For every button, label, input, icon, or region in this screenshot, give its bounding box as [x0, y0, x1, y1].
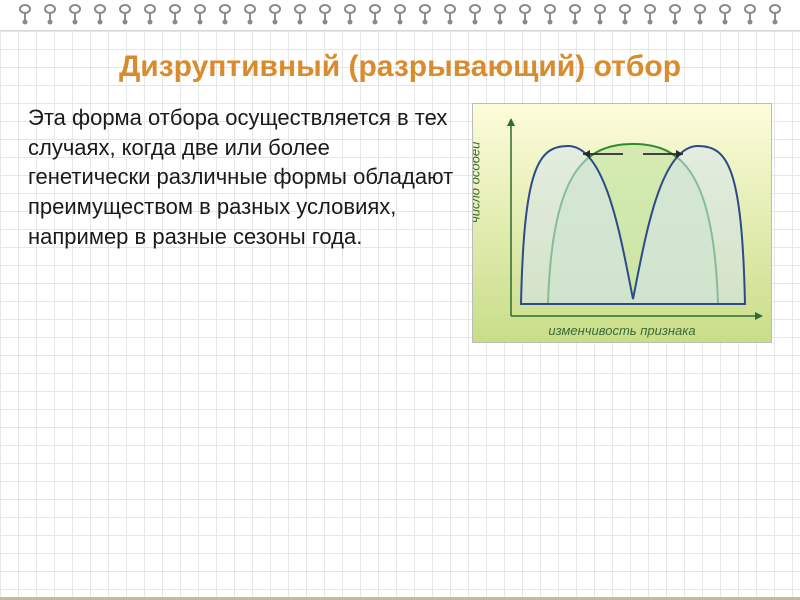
spiral-ring	[293, 4, 307, 24]
spiral-ring	[168, 4, 182, 24]
body-text: Эта форма отбора осуществляется в тех сл…	[28, 103, 454, 251]
spiral-ring	[693, 4, 707, 24]
spiral-ring	[43, 4, 57, 24]
spiral-ring	[443, 4, 457, 24]
spiral-ring	[618, 4, 632, 24]
spiral-ring	[418, 4, 432, 24]
spiral-ring	[593, 4, 607, 24]
spiral-ring	[768, 4, 782, 24]
spiral-ring	[243, 4, 257, 24]
disruptive-selection-chart: число особей изменчивость признака	[472, 103, 772, 343]
spiral-ring	[643, 4, 657, 24]
spiral-ring	[543, 4, 557, 24]
spiral-ring	[468, 4, 482, 24]
spiral-ring	[268, 4, 282, 24]
x-axis-label: изменчивость признака	[473, 323, 771, 338]
spiral-ring	[18, 4, 32, 24]
spiral-ring	[218, 4, 232, 24]
spiral-ring	[518, 4, 532, 24]
spiral-ring	[568, 4, 582, 24]
body-row: Эта форма отбора осуществляется в тех сл…	[28, 103, 772, 343]
spiral-ring	[93, 4, 107, 24]
spiral-ring	[193, 4, 207, 24]
slide-title: Дизруптивный (разрывающий) отбор	[28, 49, 772, 85]
spiral-ring	[668, 4, 682, 24]
spiral-ring	[718, 4, 732, 24]
spiral-ring	[68, 4, 82, 24]
spiral-ring	[393, 4, 407, 24]
spiral-ring	[318, 4, 332, 24]
spiral-ring	[743, 4, 757, 24]
spiral-ring	[118, 4, 132, 24]
spiral-ring	[368, 4, 382, 24]
spiral-ring	[343, 4, 357, 24]
spiral-ring	[143, 4, 157, 24]
slide-content: Дизруптивный (разрывающий) отбор Эта фор…	[0, 31, 800, 363]
y-axis-label: число особей	[472, 142, 483, 223]
notebook-grid: Дизруптивный (разрывающий) отбор Эта фор…	[0, 30, 800, 600]
spiral-ring	[493, 4, 507, 24]
spiral-binding	[0, 0, 800, 30]
